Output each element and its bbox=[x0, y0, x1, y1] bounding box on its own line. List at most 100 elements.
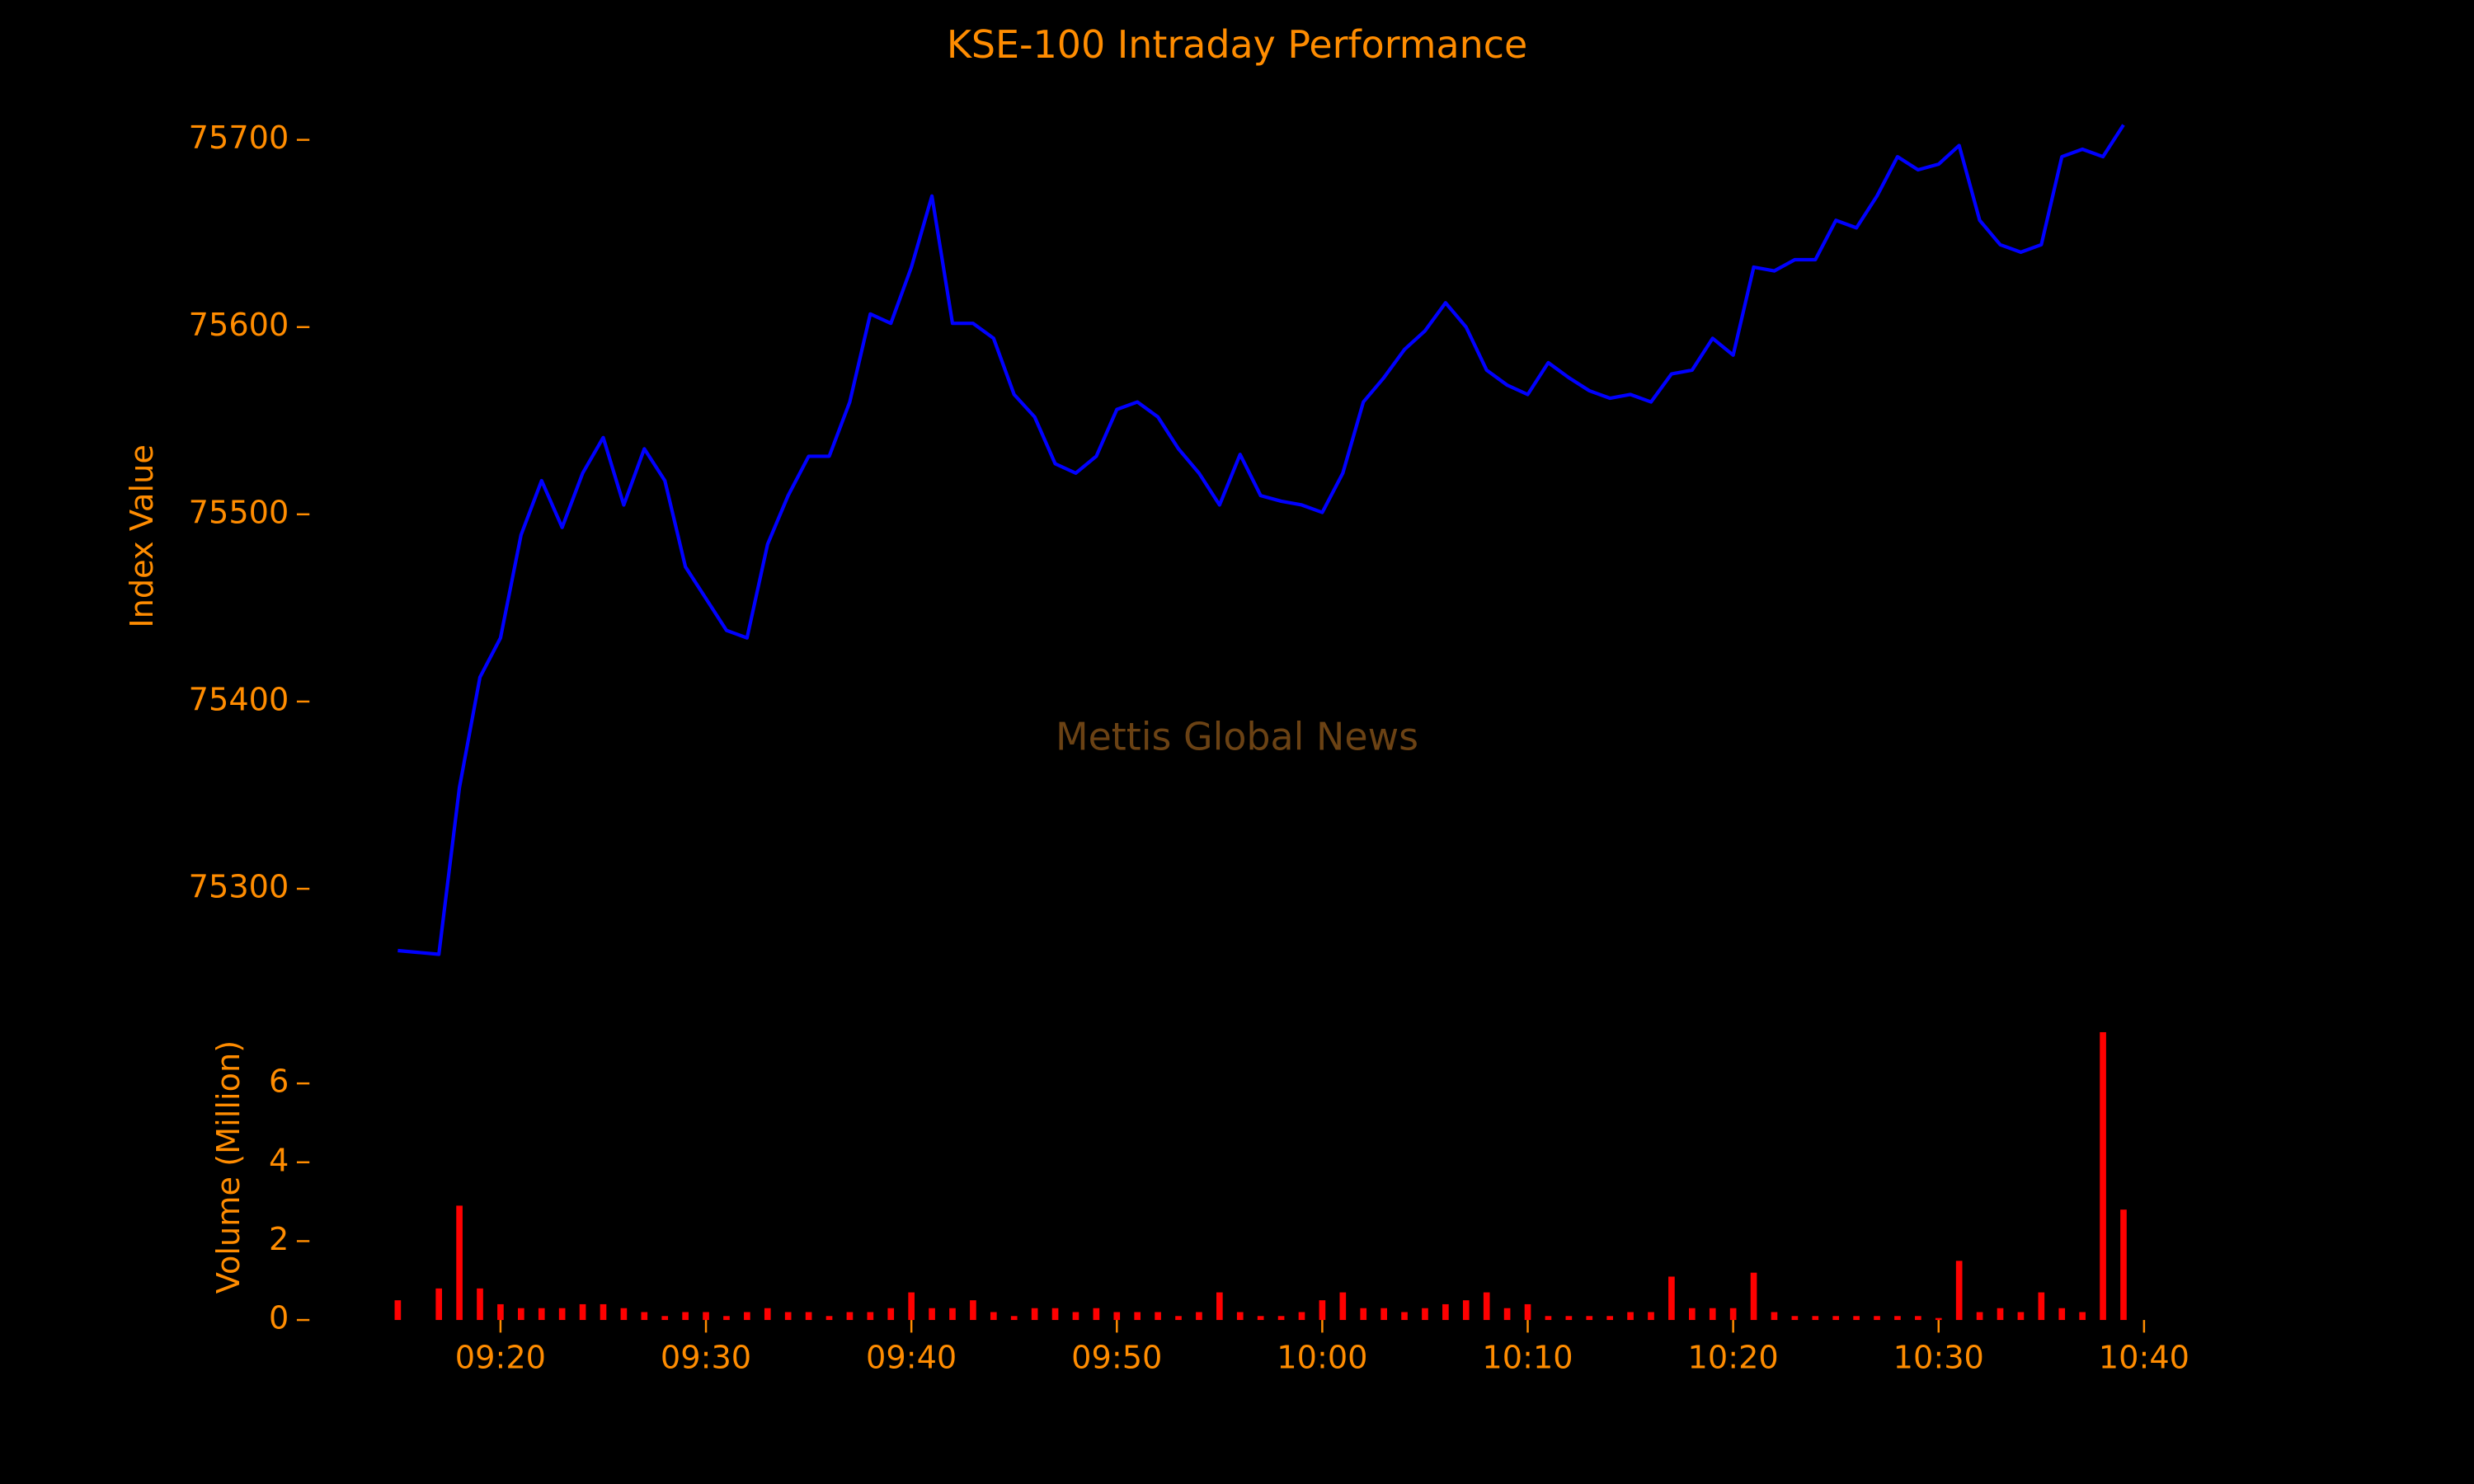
volume-bar bbox=[1257, 1316, 1264, 1321]
volume-bar bbox=[929, 1308, 935, 1321]
volume-bar bbox=[1093, 1308, 1100, 1321]
volume-bar bbox=[1196, 1312, 1202, 1321]
volume-bar bbox=[1422, 1308, 1428, 1321]
volume-bar bbox=[1236, 1312, 1244, 1321]
volume-bar bbox=[1503, 1308, 1511, 1321]
volume-bar bbox=[1113, 1312, 1121, 1321]
volume-bar bbox=[2100, 1031, 2106, 1321]
volume-bar bbox=[805, 1312, 812, 1321]
y-tick-label: 6 bbox=[269, 1064, 289, 1101]
volume-bar bbox=[1155, 1312, 1161, 1321]
volume-bar bbox=[1709, 1308, 1716, 1321]
volume-bar bbox=[518, 1308, 524, 1321]
volume-bar bbox=[600, 1303, 607, 1321]
volume-bar bbox=[1586, 1316, 1593, 1321]
volume-bar bbox=[1935, 1317, 1942, 1321]
volume-bar bbox=[1442, 1303, 1449, 1321]
volume-bar bbox=[1462, 1300, 1470, 1321]
y-tick-label: 75300 bbox=[189, 869, 289, 906]
volume-bar bbox=[1955, 1261, 1963, 1321]
volume-bar bbox=[558, 1308, 566, 1321]
volume-bar bbox=[1360, 1308, 1367, 1321]
y-tick-label: 0 bbox=[269, 1300, 289, 1337]
volume-bar bbox=[825, 1316, 833, 1321]
volume-bar bbox=[1832, 1316, 1840, 1321]
x-tick-label: 10:10 bbox=[1482, 1339, 1573, 1376]
volume-bar bbox=[456, 1205, 463, 1321]
volume-bar bbox=[1689, 1308, 1696, 1321]
volume-bar bbox=[1319, 1300, 1326, 1321]
volume-bar bbox=[579, 1303, 586, 1321]
index-line bbox=[397, 124, 2125, 956]
volume-bar bbox=[538, 1308, 545, 1321]
volume-bar bbox=[703, 1312, 709, 1321]
volume-bar bbox=[394, 1300, 402, 1321]
x-tick-label: 10:20 bbox=[1688, 1339, 1779, 1376]
y-tick-label: 2 bbox=[269, 1221, 289, 1258]
volume-bar bbox=[497, 1303, 504, 1321]
volume-bar bbox=[887, 1308, 895, 1321]
volume-bar bbox=[1277, 1316, 1285, 1321]
x-tick-label: 09:40 bbox=[866, 1339, 957, 1376]
volume-bar bbox=[990, 1312, 997, 1321]
x-tick-label: 09:20 bbox=[455, 1339, 546, 1376]
y-tick-label: 75600 bbox=[189, 307, 289, 344]
volume-bar bbox=[641, 1312, 648, 1321]
volume-bar bbox=[723, 1316, 730, 1321]
y-axis-label: Volume (Million) bbox=[210, 1040, 247, 1294]
volume-bar bbox=[1771, 1312, 1778, 1321]
volume-bar bbox=[1216, 1292, 1223, 1321]
y-tick-label: 4 bbox=[269, 1142, 289, 1179]
volume-bar bbox=[1668, 1276, 1675, 1321]
volume-bar bbox=[1976, 1312, 1983, 1321]
volume-bar bbox=[846, 1312, 854, 1321]
volume-bar bbox=[1072, 1312, 1079, 1321]
volume-bar bbox=[620, 1308, 628, 1321]
volume-bar bbox=[2017, 1312, 2025, 1321]
volume-bar bbox=[1483, 1292, 1490, 1321]
volume-bar bbox=[1874, 1316, 1880, 1321]
y-tick-label: 75400 bbox=[189, 681, 289, 718]
volume-bar bbox=[1648, 1312, 1654, 1321]
volume-bar bbox=[2120, 1209, 2127, 1321]
x-tick-label: 09:30 bbox=[661, 1339, 751, 1376]
volume-bar bbox=[970, 1300, 976, 1321]
volume-bar bbox=[435, 1288, 443, 1321]
volume-bar bbox=[784, 1312, 792, 1321]
volume-bar bbox=[1750, 1272, 1757, 1321]
volume-bar bbox=[867, 1312, 874, 1321]
volume-bar bbox=[1894, 1316, 1901, 1321]
y-tick-label: 75700 bbox=[189, 120, 289, 157]
x-tick-label: 10:40 bbox=[2099, 1339, 2189, 1376]
volume-bar bbox=[764, 1308, 771, 1321]
volume-bar bbox=[1524, 1303, 1531, 1321]
volume-bar bbox=[2079, 1312, 2086, 1321]
volume-bar bbox=[1031, 1308, 1038, 1321]
volume-bar bbox=[1853, 1316, 1860, 1321]
volume-bar bbox=[1010, 1316, 1018, 1321]
volume-bar bbox=[1997, 1308, 2004, 1321]
volume-bar bbox=[1380, 1308, 1387, 1321]
volume-bar bbox=[1627, 1312, 1634, 1321]
volume-bar bbox=[1134, 1312, 1141, 1321]
volume-bar bbox=[908, 1292, 915, 1321]
volume-bar bbox=[1606, 1316, 1614, 1321]
volume-bar bbox=[1051, 1308, 1059, 1321]
y-axis-label: Index Value bbox=[124, 444, 161, 628]
volume-bar bbox=[682, 1312, 689, 1321]
volume-bar bbox=[2038, 1292, 2045, 1321]
volume-bar bbox=[744, 1312, 750, 1321]
volume-bar bbox=[1401, 1312, 1408, 1321]
chart-title: KSE-100 Intraday Performance bbox=[947, 22, 1527, 67]
y-tick-label: 75500 bbox=[189, 494, 289, 531]
volume-bar bbox=[1339, 1292, 1347, 1321]
volume-bar bbox=[1729, 1308, 1737, 1321]
volume-bar bbox=[2058, 1308, 2066, 1321]
volume-bar bbox=[1545, 1316, 1552, 1321]
x-tick-label: 10:00 bbox=[1277, 1339, 1367, 1376]
watermark: Mettis Global News bbox=[1056, 715, 1418, 759]
volume-bar bbox=[1915, 1316, 1921, 1321]
volume-bar bbox=[949, 1308, 956, 1321]
